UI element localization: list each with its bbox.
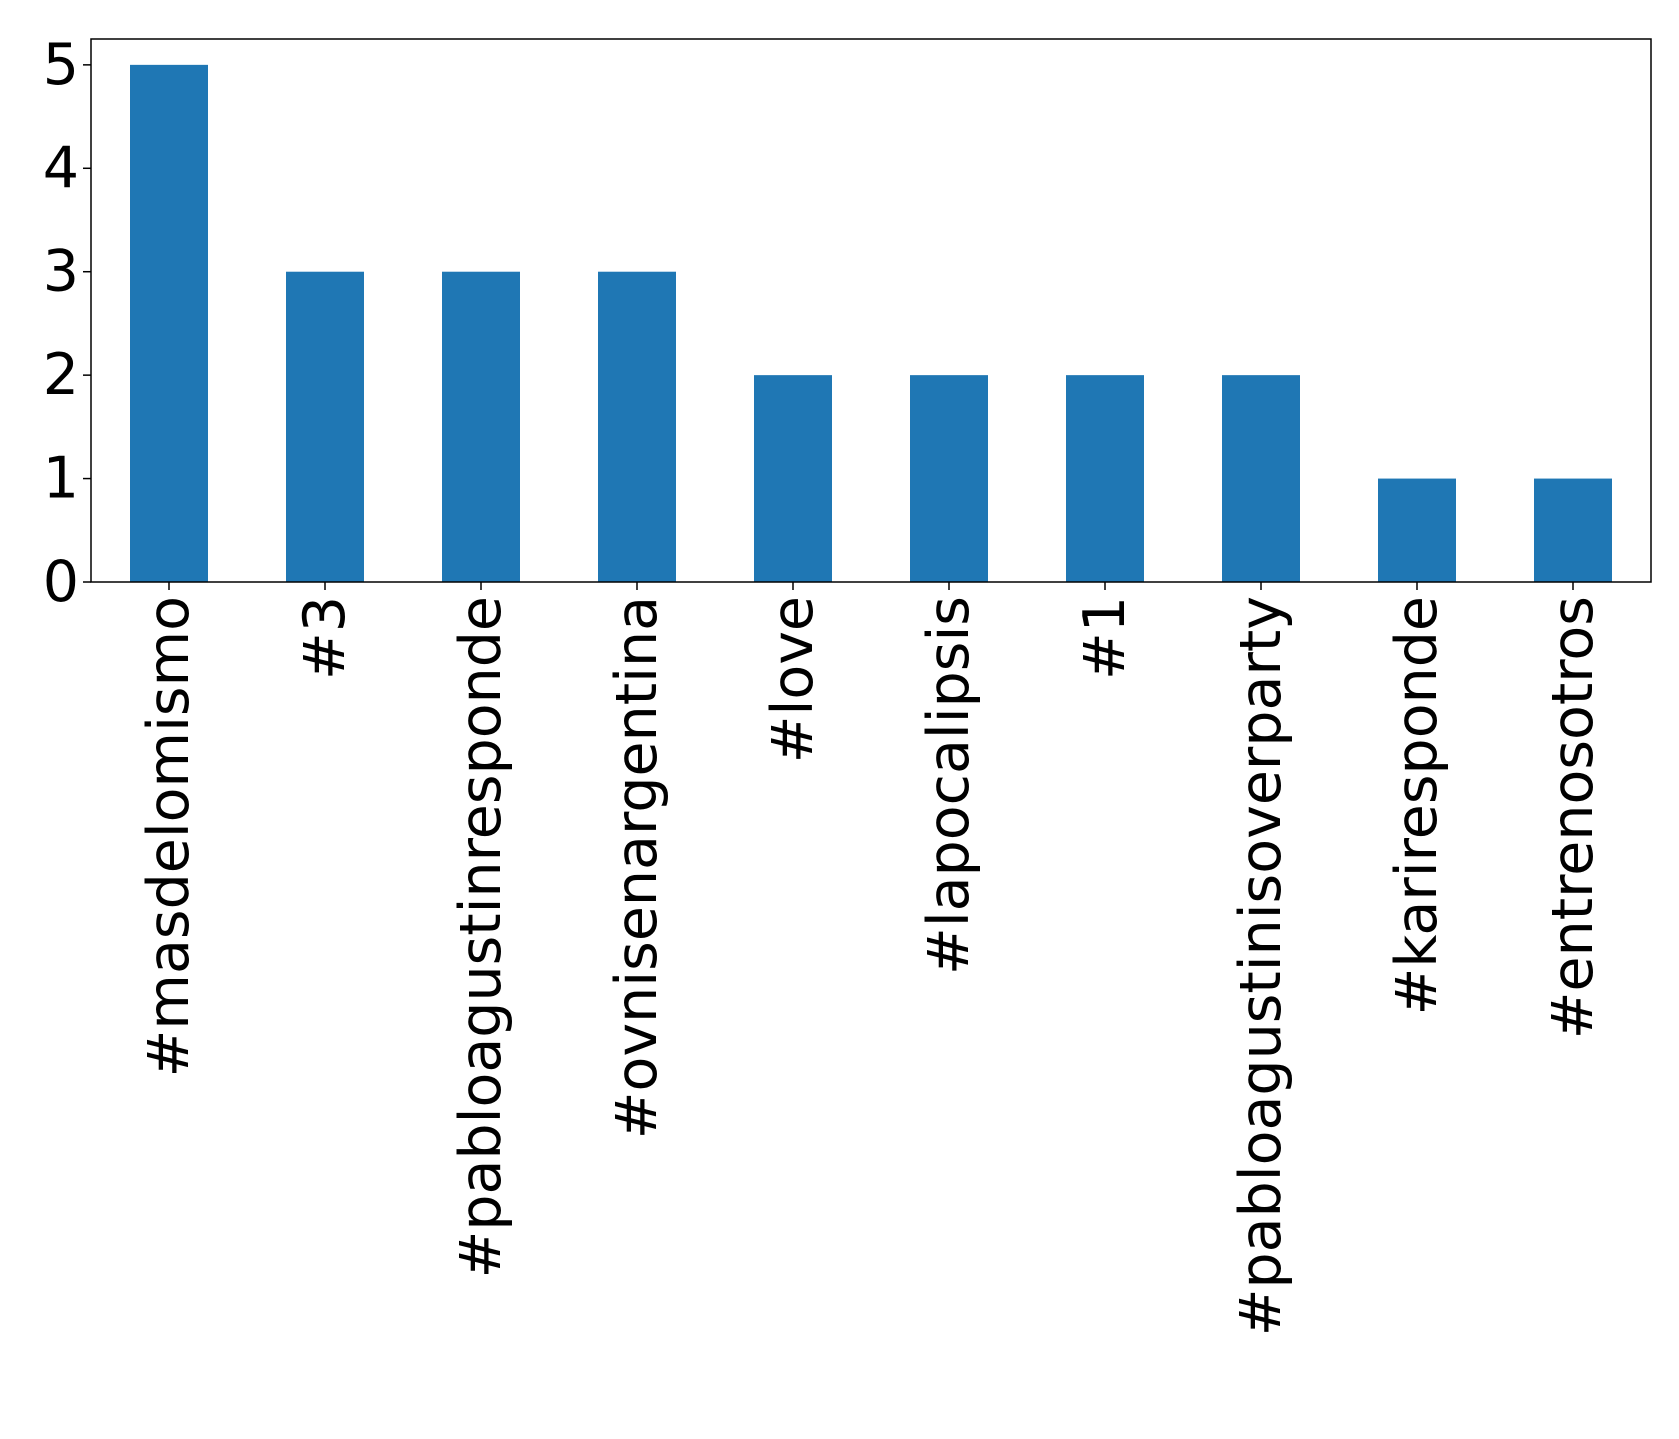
bar: [130, 64, 208, 583]
y-axis: 0 1 2 3 4 5: [43, 32, 91, 615]
bar: [910, 375, 988, 582]
y-tick-label: 2: [43, 342, 79, 408]
x-tick-label: #3: [292, 596, 358, 680]
x-tick-label: #kariresponde: [1384, 596, 1450, 1015]
bar: [1066, 375, 1144, 582]
x-tick-label: #pabloagustinresponde: [448, 596, 514, 1278]
y-tick-label: 1: [43, 446, 79, 512]
bar: [1378, 478, 1456, 582]
bar: [1222, 375, 1300, 582]
bar: [1534, 478, 1612, 582]
x-tick-label: #ovnisenargentina: [604, 596, 670, 1139]
y-tick-label: 5: [43, 32, 79, 98]
y-tick-label: 0: [43, 549, 79, 615]
x-tick-label: #love: [760, 596, 826, 763]
bar: [754, 375, 832, 582]
x-tick-label: #masdelomismo: [136, 596, 202, 1077]
bar: [598, 271, 676, 582]
plot-frame: [90, 38, 1652, 583]
y-tick-label: 3: [43, 239, 79, 305]
x-tick-label: #pabloagustinisoverparty: [1228, 596, 1294, 1336]
x-tick-label: #lapocalipsis: [916, 596, 982, 975]
y-tick-label: 4: [43, 135, 79, 201]
bar: [286, 271, 364, 582]
x-tick-label: #entrenosotros: [1540, 596, 1606, 1039]
x-tick-label: #1: [1072, 596, 1138, 680]
bars-layer: [130, 64, 1612, 583]
bar: [442, 271, 520, 582]
x-axis: #masdelomismo #3 #pabloagustinresponde #ovn…: [136, 582, 1606, 1336]
